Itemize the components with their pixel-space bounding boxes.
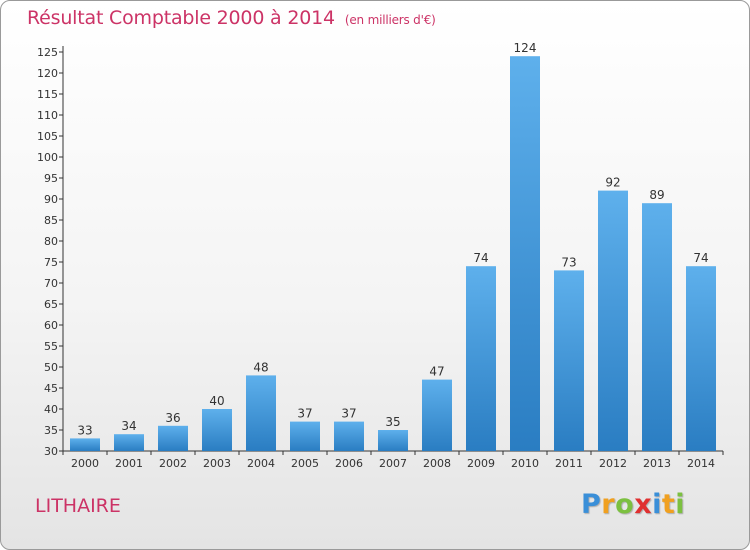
y-tick-label: 55 [44, 340, 58, 353]
y-tick-label: 95 [44, 172, 58, 185]
x-tick-label: 2003 [203, 457, 231, 470]
data-label-2011: 73 [561, 255, 576, 269]
bar-2011 [554, 270, 584, 451]
y-tick-label: 90 [44, 193, 58, 206]
bar-2008 [422, 379, 452, 451]
chart-title: Résultat Comptable 2000 à 2014 [27, 7, 335, 29]
x-tick-label: 2009 [467, 457, 495, 470]
bar-2009 [466, 266, 496, 451]
logo-letter: t [661, 489, 676, 520]
y-tick-label: 70 [44, 277, 58, 290]
data-label-2004: 48 [253, 360, 268, 374]
proxiti-logo: Proxiti [581, 489, 685, 520]
data-label-2014: 74 [693, 251, 708, 265]
x-tick-label: 2001 [115, 457, 143, 470]
x-tick-label: 2006 [335, 457, 363, 470]
bar-2012 [598, 190, 628, 451]
x-tick-label: 2008 [423, 457, 451, 470]
x-tick-label: 2014 [687, 457, 715, 470]
data-label-2003: 40 [209, 394, 224, 408]
y-tick-label: 115 [37, 88, 58, 101]
y-tick-label: 35 [44, 424, 58, 437]
chart-title-line: Résultat Comptable 2000 à 2014 (en millie… [27, 7, 436, 29]
bar-2014 [686, 266, 716, 451]
bar-2003 [202, 409, 232, 451]
y-tick-label: 60 [44, 319, 58, 332]
data-label-2013: 89 [649, 188, 664, 202]
data-label-2001: 34 [121, 419, 136, 433]
data-label-2002: 36 [165, 411, 180, 425]
x-tick-label: 2000 [71, 457, 99, 470]
data-label-2005: 37 [297, 407, 312, 421]
x-tick-label: 2007 [379, 457, 407, 470]
logo-letter: x [634, 489, 653, 520]
data-label-2010: 124 [514, 41, 537, 55]
x-tick-label: 2005 [291, 457, 319, 470]
data-labels: 33 34 36 40 48 37 37 35 47 74 124 73 92 89 74 [77, 41, 708, 437]
bar-2001 [114, 434, 144, 451]
x-axis: 2000 2001 2002 2003 2004 2005 2006 2007 2008 2009… [62, 450, 724, 470]
logo-letter: P [581, 489, 602, 520]
bar-2007 [378, 430, 408, 451]
y-tick-label: 75 [44, 256, 58, 269]
y-axis: 30 35 40 45 50 55 60 65 70 75 80 85 90 95 100 105 110 115… [37, 46, 64, 458]
y-tick-label: 65 [44, 298, 58, 311]
logo-letter: i [675, 489, 686, 520]
bar-2005 [290, 421, 320, 451]
x-tick-label: 2013 [643, 457, 671, 470]
commune-name: LITHAIRE [35, 495, 121, 517]
logo-letter: i [652, 489, 662, 520]
data-label-2006: 37 [341, 407, 356, 421]
y-tick-label: 105 [37, 130, 58, 143]
x-tick-label: 2012 [599, 457, 627, 470]
logo-letter: r [601, 489, 616, 520]
data-label-2008: 47 [429, 365, 444, 379]
y-tick-label: 125 [37, 46, 58, 59]
data-label-2009: 74 [473, 251, 488, 265]
x-tick-label: 2002 [159, 457, 187, 470]
y-tick-label: 100 [37, 151, 58, 164]
bar-2010 [510, 56, 540, 451]
y-tick-label: 85 [44, 214, 58, 227]
y-tick-label: 80 [44, 235, 58, 248]
data-label-2000: 33 [77, 423, 92, 437]
data-label-2007: 35 [385, 415, 400, 429]
chart-subtitle: (en milliers d'€) [344, 13, 436, 27]
bar-2000 [70, 438, 100, 451]
y-tick-label: 120 [37, 67, 58, 80]
bar-2013 [642, 203, 672, 451]
y-tick-label: 40 [44, 403, 58, 416]
y-tick-label: 30 [44, 445, 58, 458]
y-tick-label: 50 [44, 361, 58, 374]
bar-2004 [246, 375, 276, 451]
y-tick-label: 110 [37, 109, 58, 122]
logo-letter: o [615, 489, 635, 520]
x-tick-label: 2004 [247, 457, 275, 470]
x-tick-label: 2011 [555, 457, 583, 470]
bar-2002 [158, 425, 188, 451]
y-tick-label: 45 [44, 382, 58, 395]
bar-2006 [334, 421, 364, 451]
x-tick-label: 2010 [511, 457, 539, 470]
bars [70, 56, 716, 451]
data-label-2012: 92 [605, 176, 620, 190]
